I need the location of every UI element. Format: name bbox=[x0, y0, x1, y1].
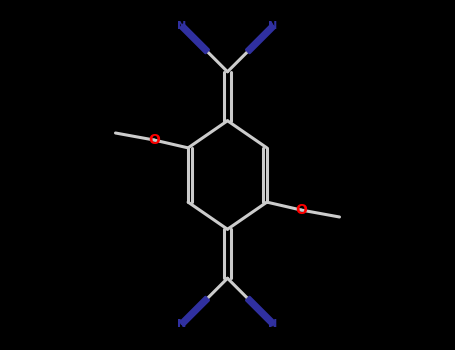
Text: N: N bbox=[268, 319, 278, 329]
Text: N: N bbox=[177, 319, 187, 329]
Text: O: O bbox=[148, 133, 160, 147]
Text: N: N bbox=[177, 21, 187, 31]
Text: N: N bbox=[268, 21, 278, 31]
Text: O: O bbox=[295, 203, 307, 217]
